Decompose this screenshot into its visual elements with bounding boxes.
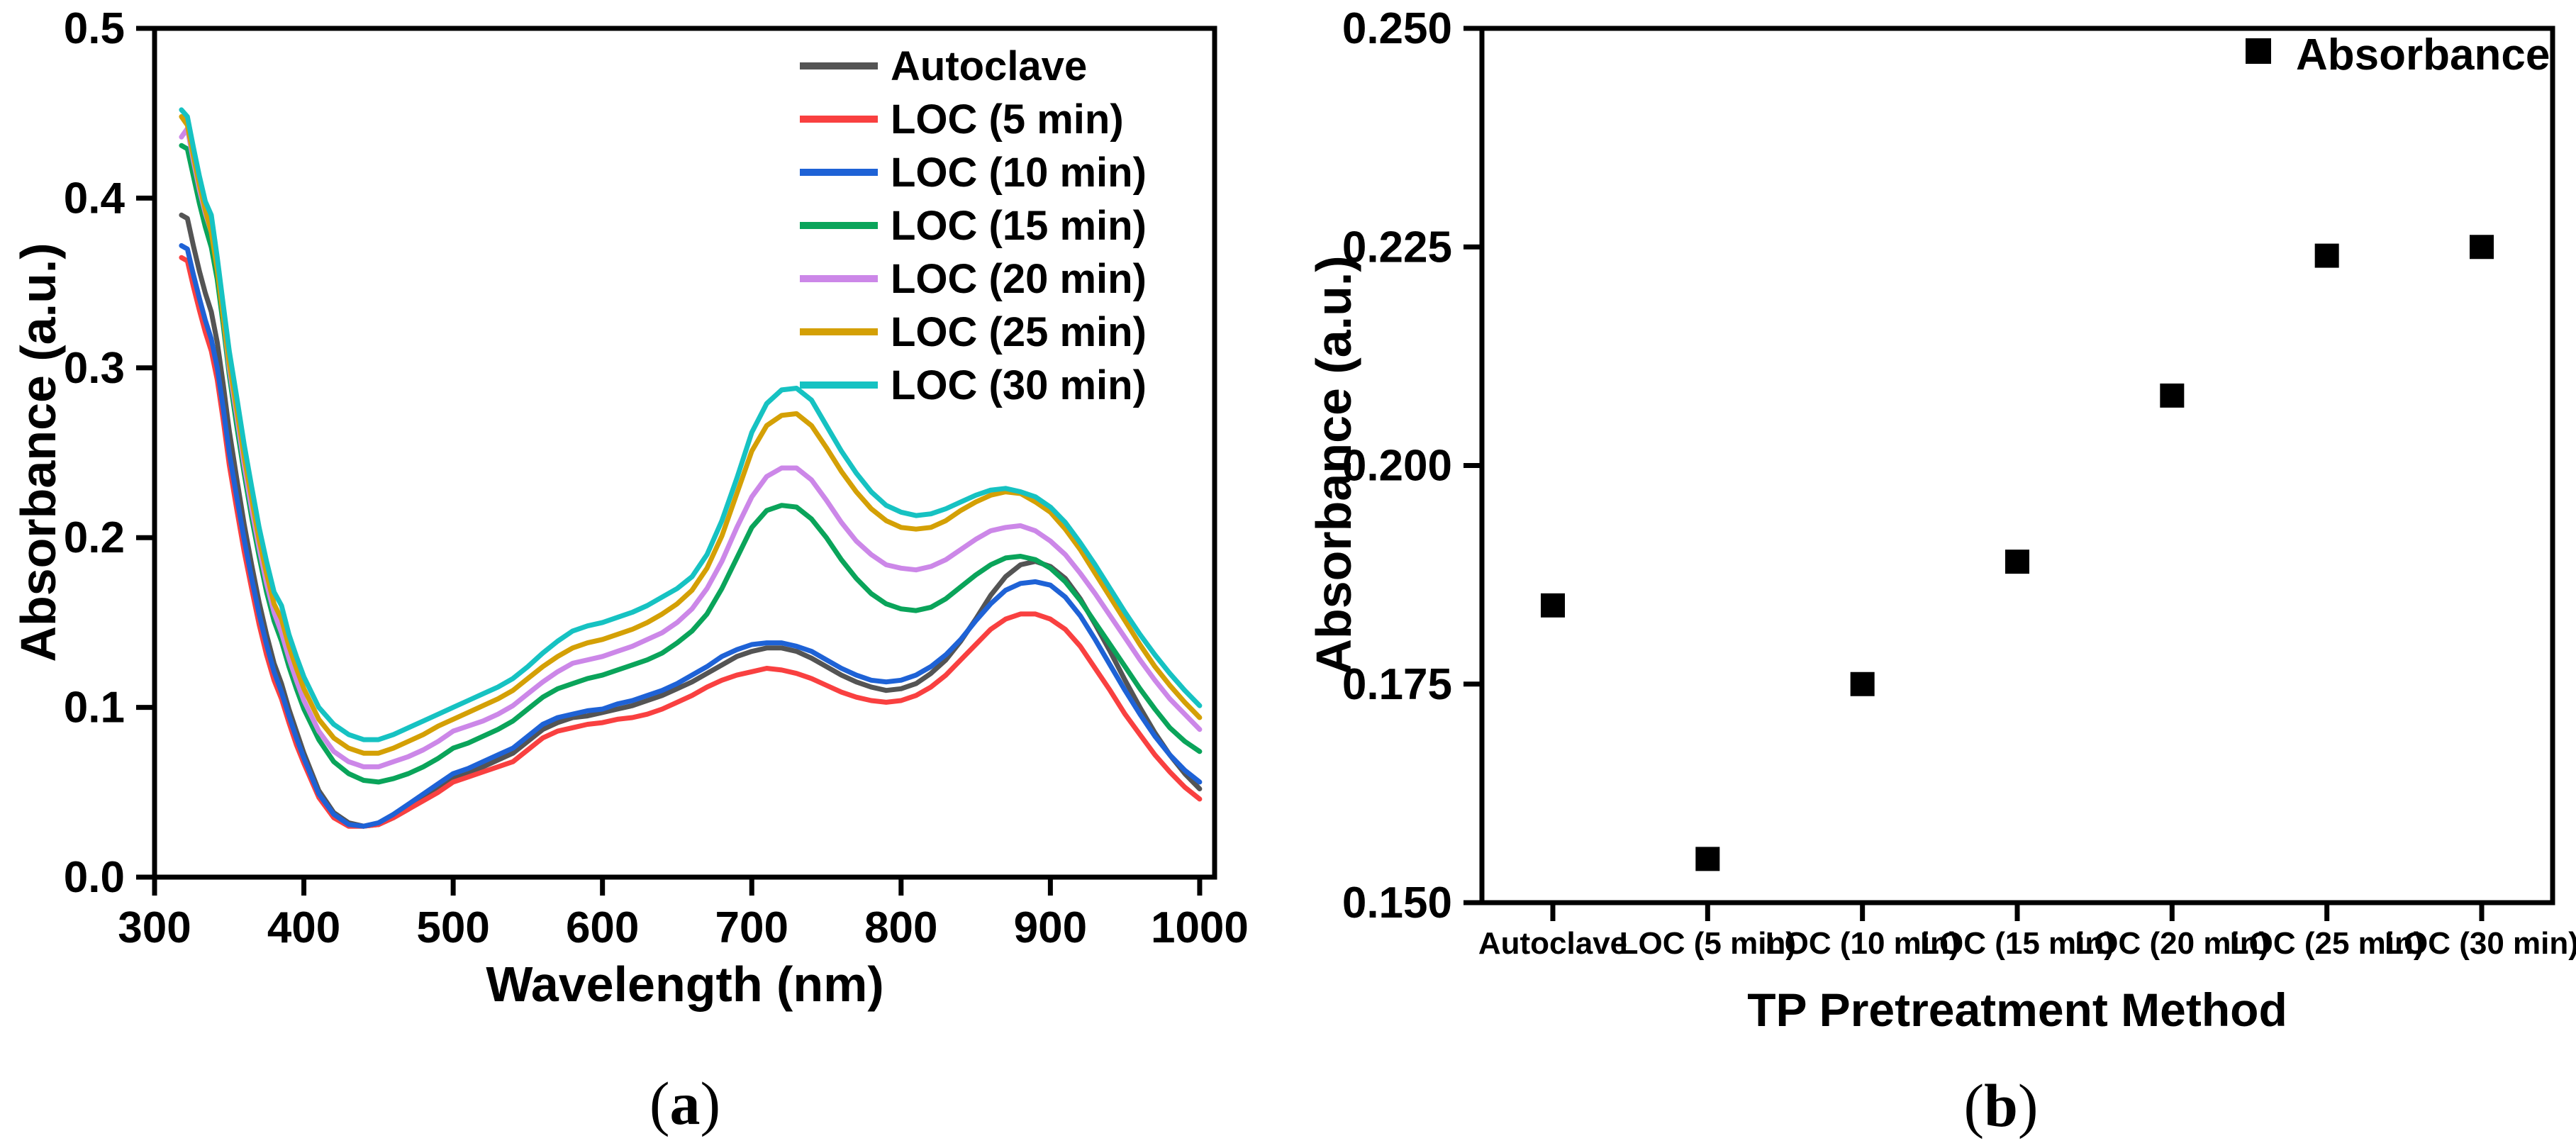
x-category-label: LOC (5 min) xyxy=(1619,926,1796,961)
y-tick-label: 0.200 xyxy=(1342,442,1452,491)
data-point-loc-25-min- xyxy=(2314,243,2339,268)
y-tick-label: 0.225 xyxy=(1342,223,1452,272)
legend-label: Absorbance xyxy=(2296,30,2550,79)
x-category-label: Autoclave xyxy=(1478,926,1627,961)
panel-a: 300 400 500 600 700 800 900 1000 0.00.10.20.30.… xyxy=(11,4,1249,1137)
y-tick-label: 0.0 xyxy=(64,853,125,902)
x-category-label: LOC (10 min) xyxy=(1766,926,1960,961)
legend-label: LOC (10 min) xyxy=(891,150,1147,196)
y-tick-label: 0.175 xyxy=(1342,660,1452,709)
panel-b-legend: Absorbance xyxy=(2246,30,2550,79)
panel-a-y-axis-ticks: 0.0 0.1 0.2 0.3 0.4 0.5 xyxy=(64,4,155,902)
spectrum-line-loc-5-min- xyxy=(179,255,1203,829)
data-point-loc-20-min- xyxy=(2160,383,2185,408)
legend-label: Autoclave xyxy=(891,43,1087,89)
y-tick-label: 0.150 xyxy=(1342,879,1452,927)
x-category-label: LOC (15 min) xyxy=(1920,926,2114,961)
data-point-loc-10-min- xyxy=(1850,671,1875,696)
data-point-autoclave xyxy=(1541,593,1565,618)
y-tick-label: 0.2 xyxy=(64,513,125,562)
data-point-loc-30-min- xyxy=(2470,235,2494,260)
x-tick-label: 600 xyxy=(566,903,639,952)
legend-label: LOC (30 min) xyxy=(891,362,1147,408)
y-tick-label: 0.1 xyxy=(64,684,125,732)
data-point-loc-5-min- xyxy=(1695,847,1720,871)
x-category-label: LOC (30 min) xyxy=(2385,926,2576,961)
x-category-label: LOC (20 min) xyxy=(2075,926,2269,961)
panel-a-ylabel: Absorbance (a.u.) xyxy=(11,243,66,662)
data-point-loc-15-min- xyxy=(2005,550,2029,574)
panel-a-legend: Autoclave LOC (5 min) LOC (10 min) LOC (15 … xyxy=(800,43,1147,408)
x-tick-label: 500 xyxy=(416,903,489,952)
x-tick-label: 700 xyxy=(715,903,788,952)
spectrum-line-loc-25-min- xyxy=(179,114,1203,756)
x-tick-label: 800 xyxy=(864,903,937,952)
x-tick-label: 300 xyxy=(118,903,191,952)
legend-marker-square xyxy=(2246,38,2271,64)
y-tick-label: 0.5 xyxy=(64,4,125,53)
legend-label: LOC (15 min) xyxy=(891,203,1147,249)
legend-label: LOC (25 min) xyxy=(891,309,1147,355)
panel-a-x-axis-ticks: 300 400 500 600 700 800 900 1000 xyxy=(118,877,1249,952)
legend-label: LOC (20 min) xyxy=(891,256,1147,302)
panel-b-caption: (b) xyxy=(1963,1071,2038,1139)
y-tick-label: 0.3 xyxy=(64,344,125,393)
panel-b-scatter-points xyxy=(1541,235,2494,871)
panel-a-plot-box xyxy=(152,26,1217,880)
spectrum-line-loc-30-min- xyxy=(179,107,1203,742)
y-tick-label: 0.250 xyxy=(1342,4,1452,53)
spectrum-line-loc-10-min- xyxy=(179,243,1203,829)
panel-a-xlabel: Wavelength (nm) xyxy=(486,957,883,1012)
x-tick-label: 1000 xyxy=(1151,903,1249,952)
x-tick-label: 400 xyxy=(267,903,340,952)
y-tick-label: 0.4 xyxy=(64,174,126,223)
panel-b-y-axis-ticks: 0.150 0.175 0.200 0.225 0.250 xyxy=(1342,4,1482,927)
panel-a-caption: (a) xyxy=(649,1069,720,1137)
x-tick-label: 900 xyxy=(1014,903,1087,952)
panel-b-ylabel: Absorbance (a.u.) xyxy=(1306,255,1361,674)
panel-a-series-lines xyxy=(179,107,1203,829)
legend-label: LOC (5 min) xyxy=(891,96,1124,143)
panel-b-xlabel: TP Pretreatment Method xyxy=(1747,983,2287,1036)
x-category-label: LOC (25 min) xyxy=(2230,926,2424,961)
panel-b-plot-box xyxy=(1479,26,2555,905)
